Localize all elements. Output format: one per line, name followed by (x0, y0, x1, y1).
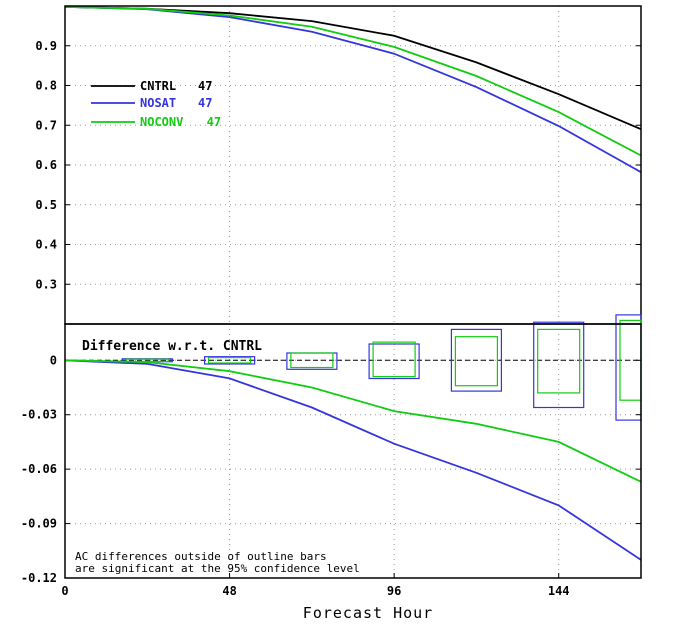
x-tick-label: 0 (61, 584, 68, 598)
significance-bar-noconv (208, 357, 252, 364)
legend-count-nosat: 47 (198, 96, 212, 110)
top-panel-ac-chart: 0.3 0.4 0.5 0.6 0.7 0.8 0.9 CNTRL 47 NOSAT 47 NOCON… (35, 5, 642, 325)
x-tick-label: 96 (387, 584, 401, 598)
significance-bar-noconv (454, 336, 498, 387)
bottom-y-tick-label: -0.12 (21, 571, 57, 585)
top-panel-frame (64, 5, 642, 325)
top-y-tick-label: 0.7 (35, 118, 57, 132)
x-tick-label: 144 (548, 584, 570, 598)
significance-bar-noconv (537, 328, 581, 394)
bottom-y-tick-label: -0.06 (21, 462, 57, 476)
top-y-tick-label: 0.3 (35, 277, 57, 291)
significance-bar-noconv (372, 341, 416, 378)
series-line-noconv (64, 5, 642, 157)
top-y-tick-label: 0.5 (35, 198, 57, 212)
top-y-tick-label: 0.4 (35, 238, 57, 252)
bottom-panel-frame (64, 323, 642, 579)
bottom-panel-difference-chart: 0 -0.03 -0.06 -0.09 -0.12 0 48 96 144 (21, 314, 642, 598)
top-y-tick-label: 0.8 (35, 79, 57, 93)
significance-bar-nosat (368, 343, 420, 380)
top-y-tick-label: 0.9 (35, 39, 57, 53)
legend-count-cntrl: 47 (198, 79, 212, 93)
significance-bar-noconv (290, 352, 334, 369)
legend-label-noconv: NOCONV (140, 115, 183, 129)
legend-label-nosat: NOSAT (140, 96, 176, 110)
bottom-y-tick-label: -0.03 (21, 408, 57, 422)
top-y-tick-label: 0.6 (35, 158, 57, 172)
bottom-y-tick-label: -0.09 (21, 517, 57, 531)
significance-bar-nosat (533, 321, 585, 409)
bottom-y-tick-label: 0 (50, 353, 57, 367)
x-tick-label: 48 (222, 584, 236, 598)
difference-line-noconv (64, 359, 642, 483)
significance-note-line-1: AC differences outside of outline bars (75, 550, 327, 563)
significance-bar-nosat (286, 352, 338, 370)
difference-panel-title: Difference w.r.t. CNTRL (82, 339, 262, 354)
significance-bar-nosat (450, 328, 502, 392)
significance-bar-nosat (204, 356, 256, 365)
significance-note-line-2: are significant at the 95% confidence le… (75, 562, 360, 575)
difference-line-nosat (64, 359, 642, 561)
legend-count-noconv: 47 (207, 115, 221, 129)
x-axis-label: Forecast Hour (303, 604, 433, 622)
legend-label-cntrl: CNTRL (140, 79, 176, 93)
